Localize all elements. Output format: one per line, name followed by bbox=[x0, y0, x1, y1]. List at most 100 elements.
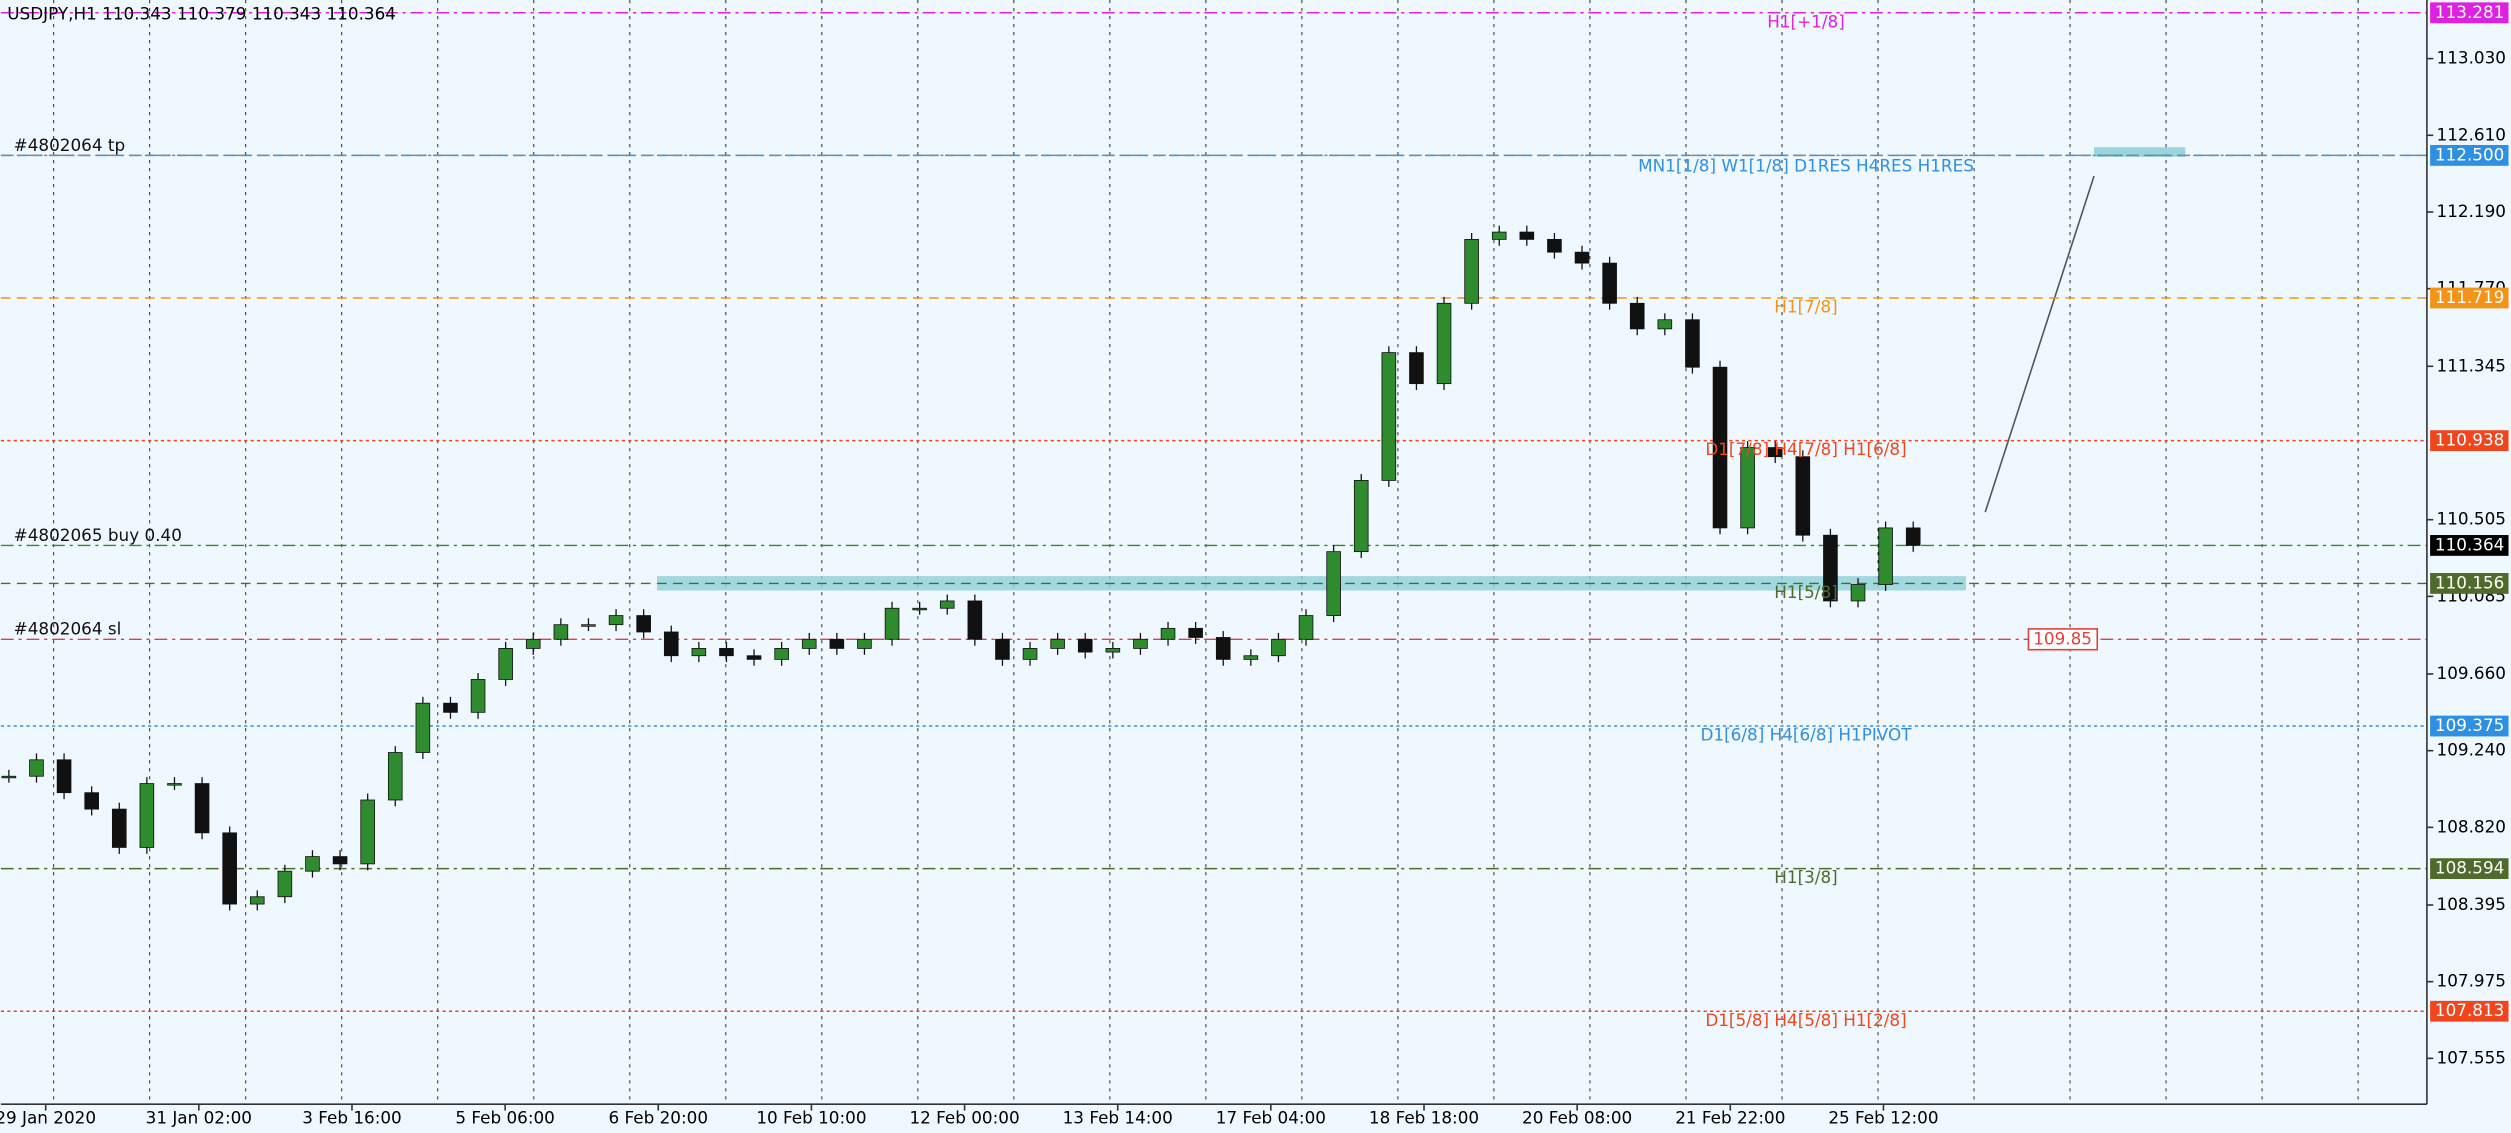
price-box bbox=[2430, 144, 2509, 166]
price-box-label: 112.500 bbox=[2435, 144, 2504, 164]
zone bbox=[2094, 147, 2186, 157]
candle-body bbox=[1574, 251, 1590, 264]
x-tick-label: 31 Jan 02:00 bbox=[146, 1108, 252, 1128]
candle-body bbox=[1850, 584, 1866, 602]
level-text: MN1[1/8] W1[1/8] D1RES H4RES H1RES bbox=[1638, 156, 1974, 176]
candle-body bbox=[1519, 231, 1535, 240]
candle-body bbox=[1878, 527, 1893, 585]
candle-body bbox=[1215, 637, 1231, 660]
chart-title: USDJPY,H1 110.343 110.379 110.343 110.36… bbox=[7, 3, 396, 23]
price-box-label: 113.281 bbox=[2435, 2, 2504, 22]
candle-body bbox=[1298, 615, 1314, 640]
candle-body bbox=[719, 648, 734, 657]
candle-body bbox=[84, 792, 99, 810]
candle-body bbox=[470, 679, 486, 713]
candle-body bbox=[884, 607, 900, 640]
candle-body bbox=[139, 783, 155, 848]
candle-body bbox=[1464, 238, 1479, 304]
candle-body bbox=[1188, 627, 1203, 638]
candle-body bbox=[608, 615, 624, 626]
candle-body bbox=[1105, 648, 1121, 653]
candle-body bbox=[1133, 638, 1148, 649]
candle-body bbox=[1657, 319, 1673, 330]
y-tick-label: 107.555 bbox=[2437, 1047, 2506, 1067]
candle-body bbox=[1547, 238, 1562, 253]
candle-body bbox=[222, 832, 237, 905]
price-box-label: 108.594 bbox=[2435, 858, 2504, 878]
x-tick-label: 5 Feb 06:00 bbox=[455, 1108, 555, 1128]
candle-body bbox=[1629, 302, 1645, 330]
candle-body bbox=[1353, 480, 1369, 553]
price-box-label: 110.156 bbox=[2435, 572, 2504, 592]
candle-body bbox=[801, 638, 817, 649]
y-tick-label: 110.505 bbox=[2437, 509, 2506, 529]
current-price: 110.364 bbox=[2435, 534, 2504, 554]
levels bbox=[0, 12, 2427, 1012]
price-box bbox=[2430, 715, 2509, 737]
candle-body bbox=[967, 600, 983, 640]
candle-body bbox=[774, 648, 789, 660]
x-tick-label: 6 Feb 20:00 bbox=[609, 1108, 709, 1128]
x-tick-label: 20 Feb 08:00 bbox=[1522, 1108, 1632, 1128]
price-box-label: 109.375 bbox=[2435, 715, 2504, 735]
level-text: H1[+1/8] bbox=[1767, 11, 1845, 31]
level-text: D1[5/8] H4[5/8] H1[2/8] bbox=[1705, 1010, 1906, 1030]
candle-body bbox=[1602, 262, 1617, 304]
x-tick-label: 13 Feb 14:00 bbox=[1063, 1108, 1173, 1128]
candle-body bbox=[1022, 648, 1038, 660]
candle-body bbox=[1685, 319, 1700, 368]
candle-body bbox=[581, 624, 596, 627]
candle-body bbox=[277, 870, 293, 898]
candle-body bbox=[498, 648, 513, 680]
price-box bbox=[2430, 430, 2509, 452]
y-tick-label: 111.345 bbox=[2437, 355, 2506, 375]
y-tick-label: 107.975 bbox=[2437, 971, 2506, 991]
candle-body bbox=[829, 638, 845, 649]
price-box bbox=[2430, 535, 2509, 556]
candle-body bbox=[1409, 352, 1424, 385]
candle-body bbox=[360, 799, 375, 865]
y-tick-label: 108.820 bbox=[2437, 816, 2506, 836]
candle-body bbox=[1795, 456, 1811, 536]
y-tick-label: 112.610 bbox=[2437, 124, 2506, 144]
sl-box-label: 109.85 bbox=[2033, 628, 2092, 648]
x-tick-label: 3 Feb 16:00 bbox=[302, 1108, 402, 1128]
candle-body bbox=[553, 624, 569, 640]
candle-body bbox=[111, 808, 127, 848]
candle-body bbox=[1381, 352, 1397, 481]
candle-body bbox=[636, 615, 651, 633]
price-box-label: 107.813 bbox=[2435, 1000, 2504, 1020]
grid bbox=[53, 0, 2359, 1105]
x-tick-label: 18 Feb 18:00 bbox=[1369, 1108, 1479, 1128]
price-box bbox=[2430, 2, 2509, 24]
zone bbox=[656, 576, 1967, 591]
x-tick-label: 17 Feb 04:00 bbox=[1216, 1108, 1326, 1128]
candle-body bbox=[691, 648, 707, 657]
y-tick-label: 109.240 bbox=[2437, 740, 2506, 760]
price-box-label: 110.938 bbox=[2435, 430, 2504, 450]
candle-body bbox=[387, 752, 403, 801]
level-text: H1[3/8] bbox=[1774, 867, 1837, 887]
candle-body bbox=[1077, 638, 1093, 653]
candle-body bbox=[1, 775, 17, 779]
order-text: #4802064 sl bbox=[14, 619, 122, 639]
y-tick-label: 113.030 bbox=[2437, 48, 2506, 68]
price-box bbox=[2430, 287, 2509, 309]
candle-body bbox=[443, 702, 458, 713]
candle-body bbox=[29, 759, 44, 777]
candle-body bbox=[663, 631, 679, 657]
candle-body bbox=[939, 600, 955, 609]
candle-body bbox=[1271, 638, 1286, 657]
candle-body bbox=[415, 702, 431, 753]
candles bbox=[1, 225, 1921, 911]
candle-body bbox=[525, 638, 541, 649]
order-text: #4802065 buy 0.40 bbox=[14, 525, 182, 545]
price-box bbox=[2430, 1000, 2509, 1022]
level-text: H1[5/8] bbox=[1774, 582, 1837, 602]
price-box bbox=[2430, 858, 2509, 880]
candle-body bbox=[1823, 534, 1838, 602]
y-tick-label: 109.660 bbox=[2437, 663, 2506, 683]
candle-body bbox=[1491, 231, 1507, 240]
candle-body bbox=[56, 759, 72, 794]
